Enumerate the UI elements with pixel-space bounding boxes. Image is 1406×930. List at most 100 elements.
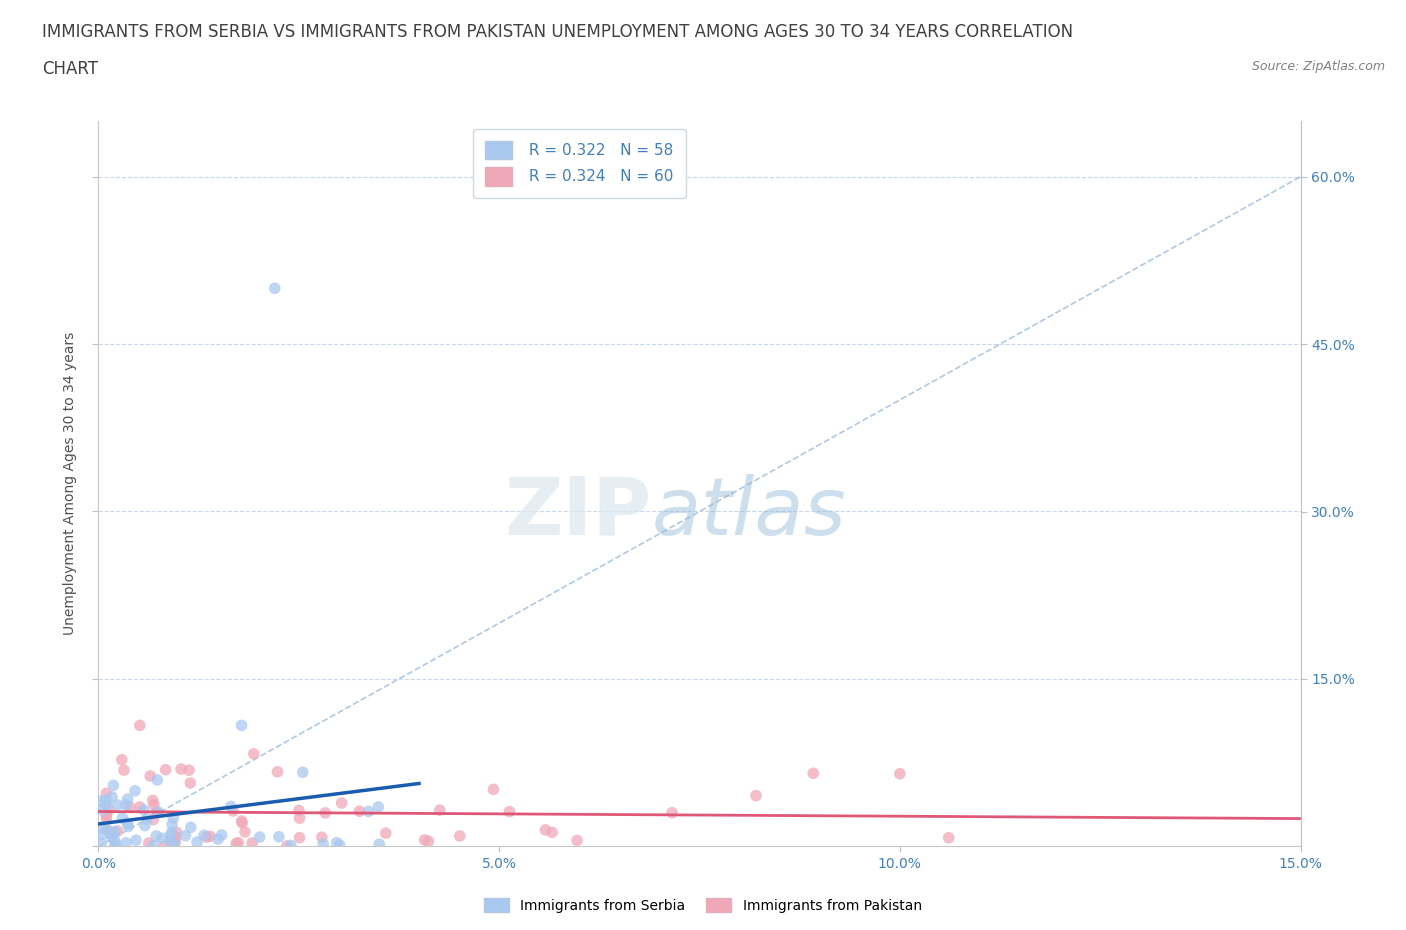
Point <box>311 830 333 844</box>
Point <box>128 718 150 733</box>
Point <box>266 764 288 779</box>
Point <box>449 829 471 844</box>
Point <box>418 834 440 849</box>
Point <box>103 778 125 793</box>
Point <box>145 829 167 844</box>
Point <box>413 832 436 847</box>
Point <box>118 800 141 815</box>
Point <box>368 837 391 852</box>
Point <box>249 830 271 844</box>
Point <box>111 811 134 826</box>
Point <box>101 830 124 845</box>
Point <box>159 833 181 848</box>
Point <box>142 793 165 808</box>
Point <box>138 835 160 850</box>
Point <box>142 838 165 853</box>
Point <box>170 762 193 777</box>
Point <box>165 830 187 844</box>
Point <box>312 837 335 852</box>
Point <box>117 816 139 830</box>
Legend:  R = 0.322   N = 58,  R = 0.324   N = 60: R = 0.322 N = 58, R = 0.324 N = 60 <box>472 128 686 198</box>
Point <box>498 804 520 819</box>
Point <box>117 791 139 806</box>
Point <box>195 830 218 844</box>
Point <box>96 812 118 827</box>
Point <box>357 804 380 819</box>
Point <box>349 804 371 818</box>
Point <box>367 800 389 815</box>
Point <box>146 773 169 788</box>
Text: ZIP: ZIP <box>505 473 651 551</box>
Legend: Immigrants from Serbia, Immigrants from Pakistan: Immigrants from Serbia, Immigrants from … <box>479 893 927 919</box>
Point <box>97 823 120 838</box>
Point <box>139 768 162 783</box>
Point <box>482 782 505 797</box>
Point <box>142 797 165 812</box>
Point <box>104 839 127 854</box>
Point <box>125 832 148 847</box>
Point <box>326 835 349 850</box>
Point <box>222 804 245 818</box>
Point <box>225 836 247 851</box>
Y-axis label: Unemployment Among Ages 30 to 34 years: Unemployment Among Ages 30 to 34 years <box>63 332 77 635</box>
Point <box>117 819 139 834</box>
Point <box>115 798 138 813</box>
Point <box>94 792 117 807</box>
Point <box>91 803 114 817</box>
Point <box>96 786 118 801</box>
Point <box>541 825 564 840</box>
Point <box>177 763 200 777</box>
Point <box>160 817 183 832</box>
Point <box>288 803 311 817</box>
Text: atlas: atlas <box>651 473 846 551</box>
Point <box>89 793 111 808</box>
Point <box>98 803 121 817</box>
Point <box>280 838 302 853</box>
Point <box>193 828 215 843</box>
Point <box>291 764 314 779</box>
Point <box>228 835 250 850</box>
Point <box>565 833 588 848</box>
Point <box>91 827 114 842</box>
Point <box>159 828 181 843</box>
Point <box>145 804 167 819</box>
Point <box>107 798 129 813</box>
Point <box>745 789 768 804</box>
Point <box>314 805 336 820</box>
Point <box>231 718 253 733</box>
Point <box>136 812 159 827</box>
Text: IMMIGRANTS FROM SERBIA VS IMMIGRANTS FROM PAKISTAN UNEMPLOYMENT AMONG AGES 30 TO: IMMIGRANTS FROM SERBIA VS IMMIGRANTS FRO… <box>42 23 1073 41</box>
Point <box>329 838 352 853</box>
Point <box>153 839 176 854</box>
Point <box>429 803 451 817</box>
Point <box>96 807 118 822</box>
Point <box>105 837 128 852</box>
Text: Source: ZipAtlas.com: Source: ZipAtlas.com <box>1251 60 1385 73</box>
Point <box>105 823 128 838</box>
Point <box>162 811 184 826</box>
Point <box>288 830 311 845</box>
Point <box>207 831 229 846</box>
Point <box>288 811 311 826</box>
Point <box>242 747 264 762</box>
Point <box>186 834 208 849</box>
Point <box>134 818 156 833</box>
Point <box>263 281 285 296</box>
Point <box>801 765 824 780</box>
Point <box>132 803 155 817</box>
Point <box>233 825 256 840</box>
Point <box>534 822 557 837</box>
Point <box>90 836 112 851</box>
Point <box>104 824 127 839</box>
Point <box>150 830 173 845</box>
Point <box>661 805 683 820</box>
Point <box>163 837 186 852</box>
Point <box>93 821 115 836</box>
Point <box>112 763 135 777</box>
Point <box>155 763 177 777</box>
Point <box>219 799 242 814</box>
Point <box>111 752 134 767</box>
Point <box>115 835 138 850</box>
Point <box>160 834 183 849</box>
Point <box>166 825 188 840</box>
